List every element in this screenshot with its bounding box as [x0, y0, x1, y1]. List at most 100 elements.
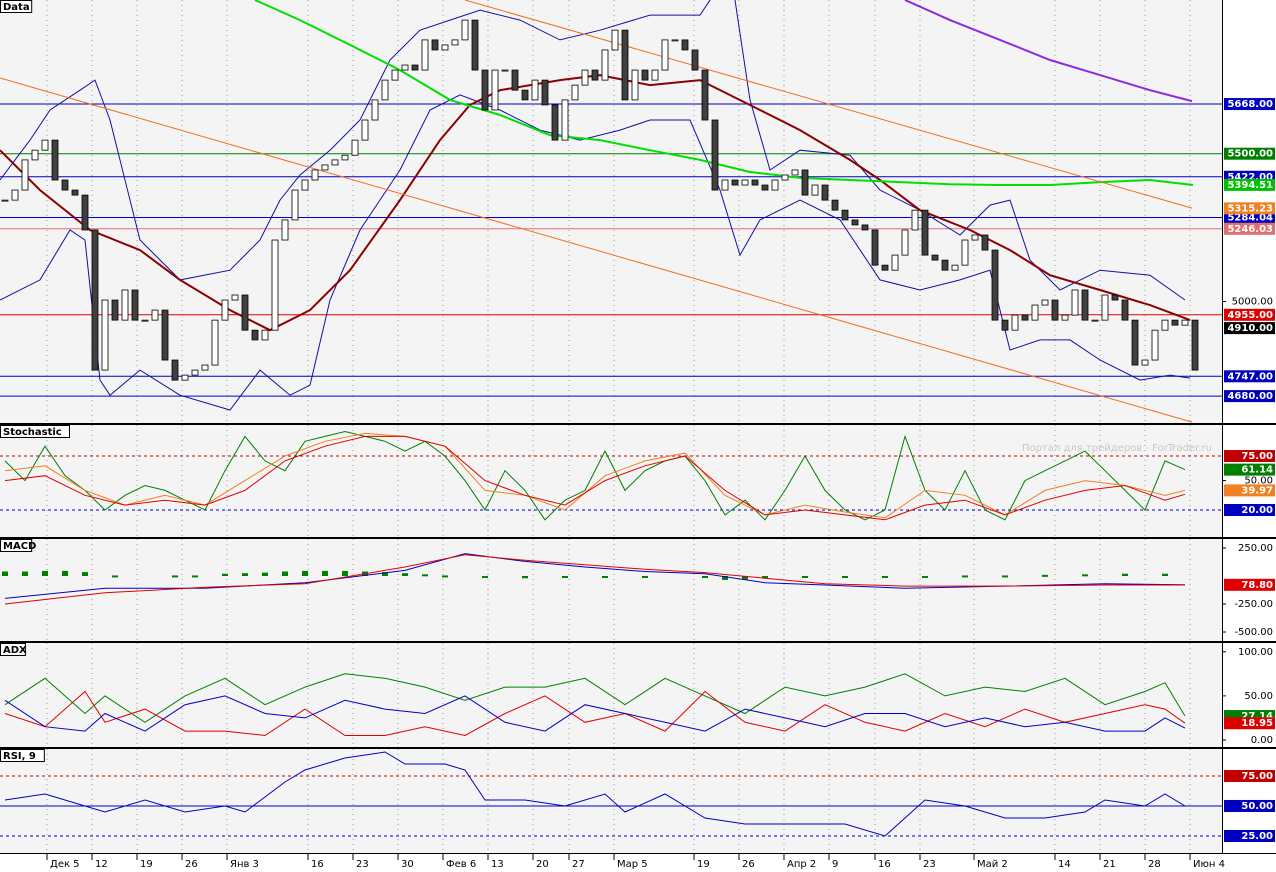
histogram-bar	[802, 575, 808, 578]
histogram-bar	[1082, 574, 1088, 577]
panel-title-bg	[0, 0, 33, 13]
candle	[221, 299, 229, 321]
panel-title-bg	[0, 643, 26, 656]
level-label-bg	[1224, 211, 1275, 224]
y-tick-label: -250.00	[1234, 599, 1273, 610]
level-label-bg	[1224, 799, 1275, 812]
candle	[691, 49, 699, 71]
candle	[81, 194, 89, 231]
candle	[731, 179, 739, 186]
y-tick-label: 0.00	[1251, 735, 1273, 746]
level-label: 5422.00	[1227, 172, 1273, 183]
indicator-line	[464, 0, 1193, 209]
candle	[1161, 319, 1169, 331]
candle	[1131, 319, 1139, 366]
indicator-line	[4, 554, 1185, 605]
histogram-bar	[402, 573, 408, 576]
indicator-line	[0, 0, 1186, 301]
x-tick-label: 28	[1148, 859, 1161, 870]
histogram-bar	[482, 575, 488, 578]
candle	[241, 294, 249, 331]
histogram-bar	[62, 570, 68, 576]
candle	[491, 69, 499, 111]
y-tick-label: 5000.00	[1232, 297, 1273, 308]
candle	[621, 29, 629, 101]
value-label: 18.95	[1241, 718, 1273, 729]
histogram-bar	[762, 575, 768, 579]
candle	[471, 19, 479, 71]
value-label: 5315.23	[1227, 203, 1273, 214]
x-tick-label: Июн 4	[1193, 859, 1225, 870]
panel-title: RSI, 9	[3, 751, 36, 762]
candle	[1011, 314, 1019, 331]
candle	[541, 79, 549, 106]
candle	[951, 264, 959, 271]
x-tick-label: 23	[356, 859, 369, 870]
panel-title: Data	[3, 2, 30, 13]
level-label: 25.00	[1241, 831, 1273, 842]
candle	[801, 169, 809, 196]
panel	[0, 749, 1222, 853]
candle	[571, 84, 579, 101]
indicator-line	[4, 673, 1186, 723]
panel	[0, 0, 1222, 423]
candle	[1071, 289, 1079, 316]
level-label: 75.00	[1241, 451, 1273, 462]
candle	[1081, 289, 1089, 321]
histogram-bar	[522, 575, 528, 579]
candle	[871, 229, 879, 266]
y-tick-label: -500.00	[1234, 627, 1273, 638]
candle	[171, 359, 179, 381]
panel-title-bg	[0, 539, 33, 552]
x-tick-label: 13	[491, 859, 504, 870]
histogram-bar	[282, 571, 288, 576]
histogram-bar	[322, 570, 328, 576]
value-label-bg	[1224, 578, 1275, 591]
histogram-bar	[112, 575, 118, 578]
candle	[111, 299, 119, 321]
candle	[601, 49, 609, 81]
x-tick-label: Фев 6	[446, 859, 476, 870]
candle	[511, 69, 519, 91]
histogram-bar	[42, 570, 48, 576]
panel-title: MACD	[3, 541, 36, 552]
histogram-bar	[842, 575, 848, 578]
candle	[1041, 299, 1049, 306]
histogram-bar	[882, 575, 888, 578]
candle	[681, 39, 689, 51]
level-label-bg	[1224, 147, 1275, 160]
candle	[451, 39, 459, 46]
histogram-bar	[192, 575, 198, 578]
candle	[1001, 319, 1009, 331]
candle	[941, 259, 949, 271]
candle	[831, 199, 839, 211]
candle	[771, 179, 779, 191]
candle	[261, 329, 269, 341]
histogram-bar	[172, 575, 178, 578]
candle	[161, 309, 169, 361]
candle	[961, 239, 969, 266]
value-label-bg	[1224, 202, 1275, 215]
candle	[441, 44, 449, 51]
candle	[271, 239, 279, 331]
candle	[661, 39, 669, 71]
x-tick-label: 26	[185, 859, 198, 870]
x-tick-label: 16	[311, 859, 324, 870]
panel-title-bg	[0, 425, 70, 438]
candle	[641, 69, 649, 81]
level-label: 20.00	[1241, 505, 1273, 516]
candle	[761, 184, 769, 191]
candle	[1191, 319, 1199, 371]
histogram-bar	[922, 575, 928, 578]
x-tick-label: 14	[1058, 859, 1071, 870]
histogram-bar	[1002, 575, 1008, 578]
candle	[461, 19, 469, 41]
value-label: 61.14	[1241, 465, 1273, 476]
indicator-line	[0, 77, 1193, 423]
x-tick-label: 9	[832, 859, 838, 870]
candle	[711, 119, 719, 191]
candle	[341, 154, 349, 161]
x-tick-label: Май 2	[977, 859, 1008, 870]
candle	[121, 289, 129, 321]
